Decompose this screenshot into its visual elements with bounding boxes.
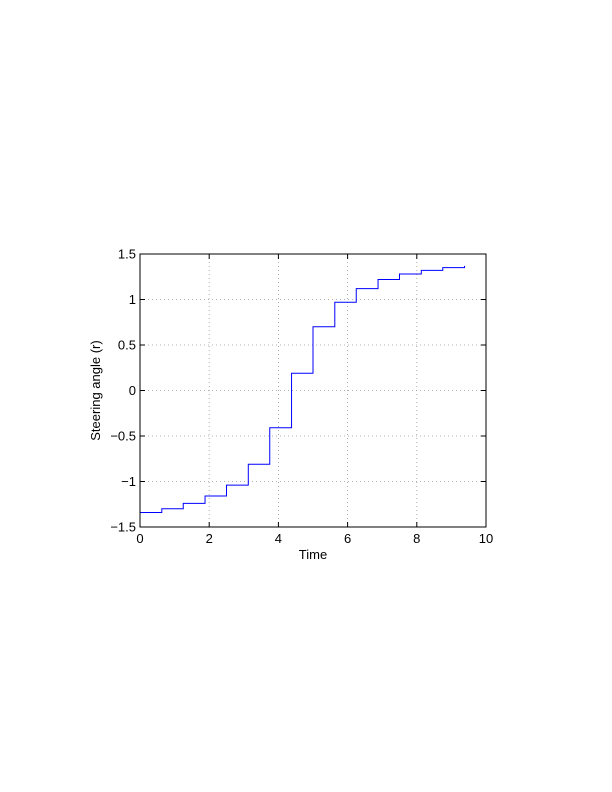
x-tick-label: 6	[344, 531, 351, 546]
y-tick-label: 0.5	[118, 338, 136, 353]
x-tick-label: 8	[413, 531, 420, 546]
y-tick-label: −0.5	[110, 429, 136, 444]
y-tick-label: −1.5	[110, 520, 136, 535]
x-tick-label: 10	[479, 531, 493, 546]
steering-angle-step-line	[140, 265, 466, 513]
y-tick-labels: −1.5 −1 −0.5 0 0.5 1 1.5	[110, 247, 136, 535]
y-tick-label: 1.5	[118, 247, 136, 262]
x-axis-label: Time	[299, 547, 327, 562]
y-tick-label: −1	[121, 474, 136, 489]
x-tick-labels: 0 2 4 6 8 10	[136, 531, 493, 546]
x-tick-label: 4	[275, 531, 282, 546]
axis-ticks	[139, 253, 487, 528]
x-tick-label: 0	[136, 531, 143, 546]
y-tick-label: 0	[129, 383, 136, 398]
y-tick-label: 1	[129, 292, 136, 307]
y-axis-label: Steering angle (r)	[88, 340, 103, 440]
plot-series	[140, 265, 466, 513]
x-tick-label: 2	[206, 531, 213, 546]
